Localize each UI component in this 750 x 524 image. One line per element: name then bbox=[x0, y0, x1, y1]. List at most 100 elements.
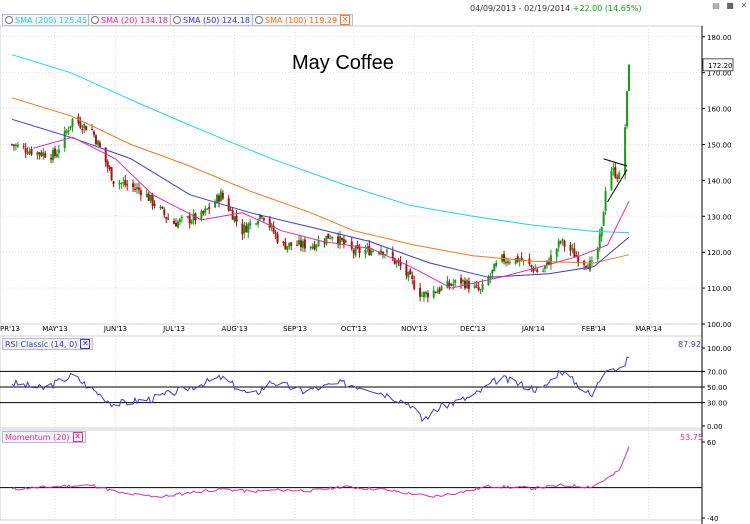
close-icon[interactable]: ✕ bbox=[80, 339, 91, 349]
legend-toggle-icon[interactable] bbox=[255, 16, 263, 24]
y-tick-label: 150.00 bbox=[707, 141, 732, 149]
candle-body bbox=[327, 233, 330, 239]
candle-body bbox=[542, 270, 545, 272]
close-icon[interactable]: ✕ bbox=[72, 432, 83, 442]
candle bbox=[118, 180, 121, 190]
candle bbox=[249, 218, 252, 230]
candle bbox=[42, 147, 45, 160]
candle-body bbox=[368, 245, 371, 256]
candle-body bbox=[268, 218, 271, 228]
candle-body bbox=[85, 126, 88, 131]
restore-icon[interactable]: ▤ bbox=[712, 1, 720, 10]
candle bbox=[544, 265, 547, 273]
candle bbox=[561, 238, 564, 246]
legend-toggle-icon[interactable] bbox=[91, 16, 99, 24]
candle-body bbox=[303, 239, 306, 249]
candle bbox=[571, 243, 574, 254]
y-tick-label: 130.00 bbox=[707, 213, 732, 221]
candle bbox=[243, 221, 246, 239]
y-tick-label: 110.00 bbox=[707, 285, 732, 293]
candle-body bbox=[411, 275, 414, 280]
candle-body bbox=[167, 218, 170, 220]
candle bbox=[204, 205, 207, 216]
candle-body bbox=[55, 153, 58, 158]
maximize-icon[interactable]: ■ bbox=[726, 1, 734, 10]
momentum-line bbox=[11, 446, 630, 498]
candle-body bbox=[106, 161, 109, 168]
candle-body bbox=[571, 248, 574, 250]
candle bbox=[16, 141, 19, 148]
candle bbox=[317, 235, 320, 247]
legend-sma-100[interactable]: SMA (100) 119.29 ✕ bbox=[252, 14, 354, 26]
legend-toggle-icon[interactable] bbox=[5, 16, 13, 24]
candle-body bbox=[536, 269, 539, 273]
candle bbox=[202, 210, 205, 216]
candle-body bbox=[42, 152, 45, 157]
candle-body bbox=[30, 149, 33, 155]
rsi-panel-label[interactable]: RSI Classic (14, 0) ✕ bbox=[2, 338, 94, 350]
candle bbox=[313, 240, 316, 251]
candle bbox=[282, 240, 285, 247]
candle bbox=[93, 130, 96, 138]
candle bbox=[432, 285, 435, 300]
candle-body bbox=[151, 194, 154, 206]
candle-body bbox=[147, 193, 150, 201]
candle-body bbox=[245, 225, 248, 233]
candle bbox=[79, 116, 82, 130]
candle bbox=[219, 188, 222, 202]
trendline bbox=[607, 169, 628, 203]
candle bbox=[98, 140, 101, 148]
legend-label: SMA (100) 119.29 bbox=[265, 15, 338, 25]
candle-body bbox=[112, 181, 115, 184]
candle-body bbox=[588, 260, 591, 271]
candle-body bbox=[52, 150, 55, 161]
candle bbox=[286, 246, 289, 253]
candle-body bbox=[132, 183, 135, 188]
candle bbox=[559, 240, 562, 245]
candle-body bbox=[214, 201, 217, 208]
candle bbox=[299, 235, 302, 252]
candle-body bbox=[477, 287, 480, 290]
candle-body bbox=[249, 222, 252, 226]
candle-body bbox=[110, 167, 113, 181]
candle bbox=[440, 285, 443, 291]
candle bbox=[57, 144, 60, 159]
candle-body bbox=[612, 168, 615, 171]
candle bbox=[372, 249, 375, 253]
candle bbox=[467, 277, 470, 294]
candle bbox=[11, 143, 13, 146]
candle-body bbox=[364, 249, 367, 254]
candle bbox=[28, 147, 31, 156]
candle bbox=[628, 64, 630, 92]
candle bbox=[358, 244, 361, 258]
candle-body bbox=[315, 245, 318, 248]
candle-body bbox=[381, 251, 384, 256]
candle bbox=[50, 154, 53, 164]
y-tick-label: -40 bbox=[707, 515, 718, 523]
close-window-icon[interactable]: ✕ bbox=[740, 1, 748, 10]
y-tick-label: 140.00 bbox=[707, 177, 732, 185]
candle-body bbox=[258, 214, 261, 220]
candle-body bbox=[91, 129, 94, 131]
candle bbox=[186, 215, 189, 219]
legend-toggle-icon[interactable] bbox=[173, 16, 181, 24]
candle-body bbox=[329, 238, 332, 240]
candle-body bbox=[393, 258, 396, 264]
candle bbox=[329, 234, 332, 240]
candle-body bbox=[520, 257, 523, 261]
candle-body bbox=[124, 180, 127, 186]
panel-frame-3 bbox=[0, 429, 703, 521]
candle bbox=[153, 200, 156, 209]
candle bbox=[385, 248, 388, 255]
candle bbox=[147, 191, 150, 201]
candle-body bbox=[610, 171, 613, 190]
close-icon[interactable]: ✕ bbox=[340, 15, 351, 25]
candle-body bbox=[301, 241, 304, 248]
candle-body bbox=[145, 193, 148, 197]
candle-body bbox=[344, 240, 347, 243]
candle-body bbox=[227, 198, 230, 211]
candle bbox=[542, 267, 545, 273]
candle-body bbox=[479, 289, 482, 291]
momentum-panel-label[interactable]: Momentum (20) ✕ bbox=[2, 431, 86, 443]
